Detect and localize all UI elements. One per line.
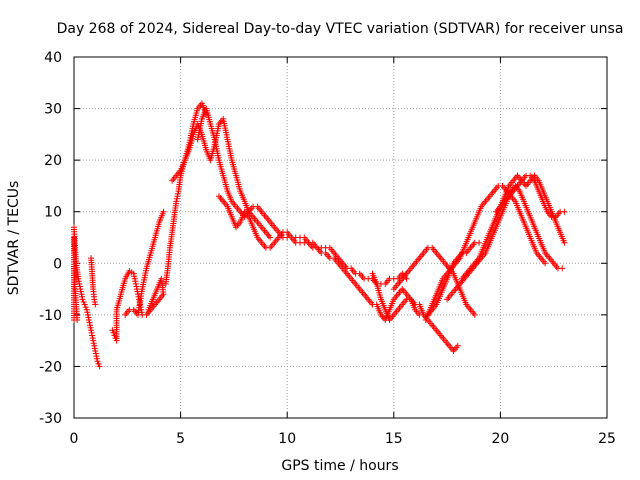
y-tick-label: -10 (39, 308, 62, 324)
data-point (476, 239, 483, 246)
y-tick-label: 40 (44, 50, 62, 66)
data-point (542, 260, 549, 267)
data-point (71, 250, 77, 256)
data-points (71, 100, 568, 370)
series-track-d (109, 268, 146, 344)
data-point (79, 296, 86, 303)
data-point (76, 280, 83, 287)
data-point (561, 239, 568, 246)
data-point (174, 190, 181, 197)
y-tick-label: 30 (44, 102, 62, 118)
data-point (85, 317, 92, 323)
y-tick-label: -20 (39, 359, 62, 375)
x-axis-label: GPS time / hours (281, 458, 398, 474)
data-point (89, 332, 96, 339)
data-point (561, 208, 568, 215)
data-point (77, 288, 84, 295)
x-tick-label: 5 (176, 431, 185, 447)
chart-title: Day 268 of 2024, Sidereal Day-to-day VTE… (57, 21, 624, 37)
axis-ticks: 0 5 10 15 20 25 -30 -20 -10 0 10 20 30 40 (39, 50, 616, 447)
data-point (110, 329, 117, 336)
data-point (471, 311, 478, 318)
data-point (454, 342, 461, 349)
data-point (90, 340, 97, 347)
y-tick-label: 10 (44, 205, 62, 221)
data-point (559, 265, 566, 272)
data-point (267, 234, 274, 241)
x-tick-label: 20 (491, 431, 509, 447)
series-track-i (194, 105, 376, 308)
data-point (93, 355, 100, 362)
y-tick-label: -30 (39, 411, 62, 427)
data-point (143, 311, 150, 318)
data-point (132, 280, 139, 287)
series-track-c (88, 255, 99, 308)
data-point (94, 358, 101, 365)
series-track-f (143, 275, 167, 318)
data-point (92, 301, 99, 308)
series-track-q (493, 172, 568, 220)
y-axis-label: SDTVAR / TECUs (6, 181, 22, 296)
series-track-j (216, 193, 410, 287)
data-point (109, 327, 116, 334)
data-point (131, 273, 138, 280)
data-point (96, 363, 103, 370)
series-track-l (373, 239, 483, 323)
series-track-e (122, 208, 167, 318)
x-tick-label: 0 (70, 431, 79, 447)
series-track-b (71, 234, 81, 323)
series-track-n (422, 182, 549, 323)
data-point (160, 208, 167, 215)
x-tick-label: 15 (385, 431, 403, 447)
y-tick-label: 0 (53, 256, 62, 272)
x-tick-label: 25 (598, 431, 616, 447)
x-tick-label: 10 (278, 431, 296, 447)
series-track-m (390, 244, 478, 318)
y-tick-label: 20 (44, 153, 62, 169)
data-point (84, 309, 91, 316)
data-point (81, 301, 88, 308)
data-point (82, 304, 89, 311)
data-point (173, 198, 180, 205)
